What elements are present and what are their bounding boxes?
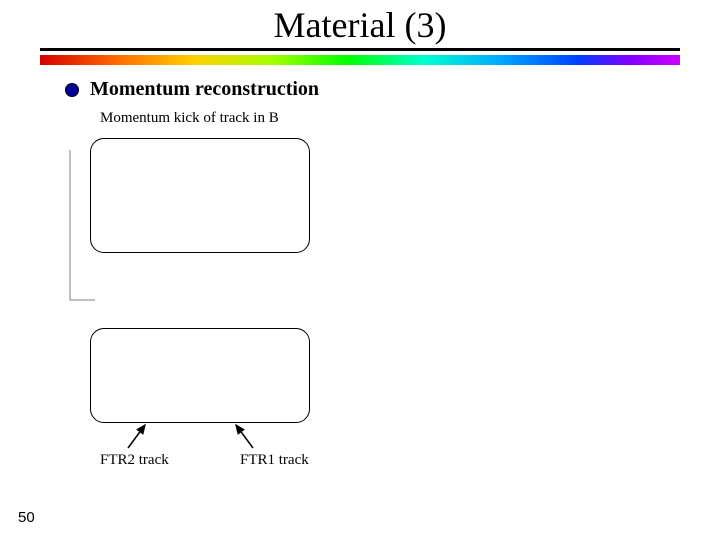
page-number: 50 <box>18 509 35 526</box>
label-ftr2: FTR2 track <box>100 452 169 469</box>
slide-title: Material (3) <box>0 4 720 46</box>
formula-box-bottom <box>90 328 310 423</box>
rainbow-bar <box>40 55 680 65</box>
formula-box-top <box>90 138 310 253</box>
bullet-icon <box>65 83 79 97</box>
title-underline <box>40 48 680 51</box>
slide: Material (3) Momentum reconstruction Mom… <box>0 0 720 540</box>
bullet-heading: Momentum reconstruction <box>90 78 319 101</box>
arrow-ftr2 <box>128 425 145 448</box>
subheading: Momentum kick of track in B <box>100 110 279 127</box>
label-ftr1: FTR1 track <box>240 452 309 469</box>
arrow-ftr1 <box>236 425 253 448</box>
